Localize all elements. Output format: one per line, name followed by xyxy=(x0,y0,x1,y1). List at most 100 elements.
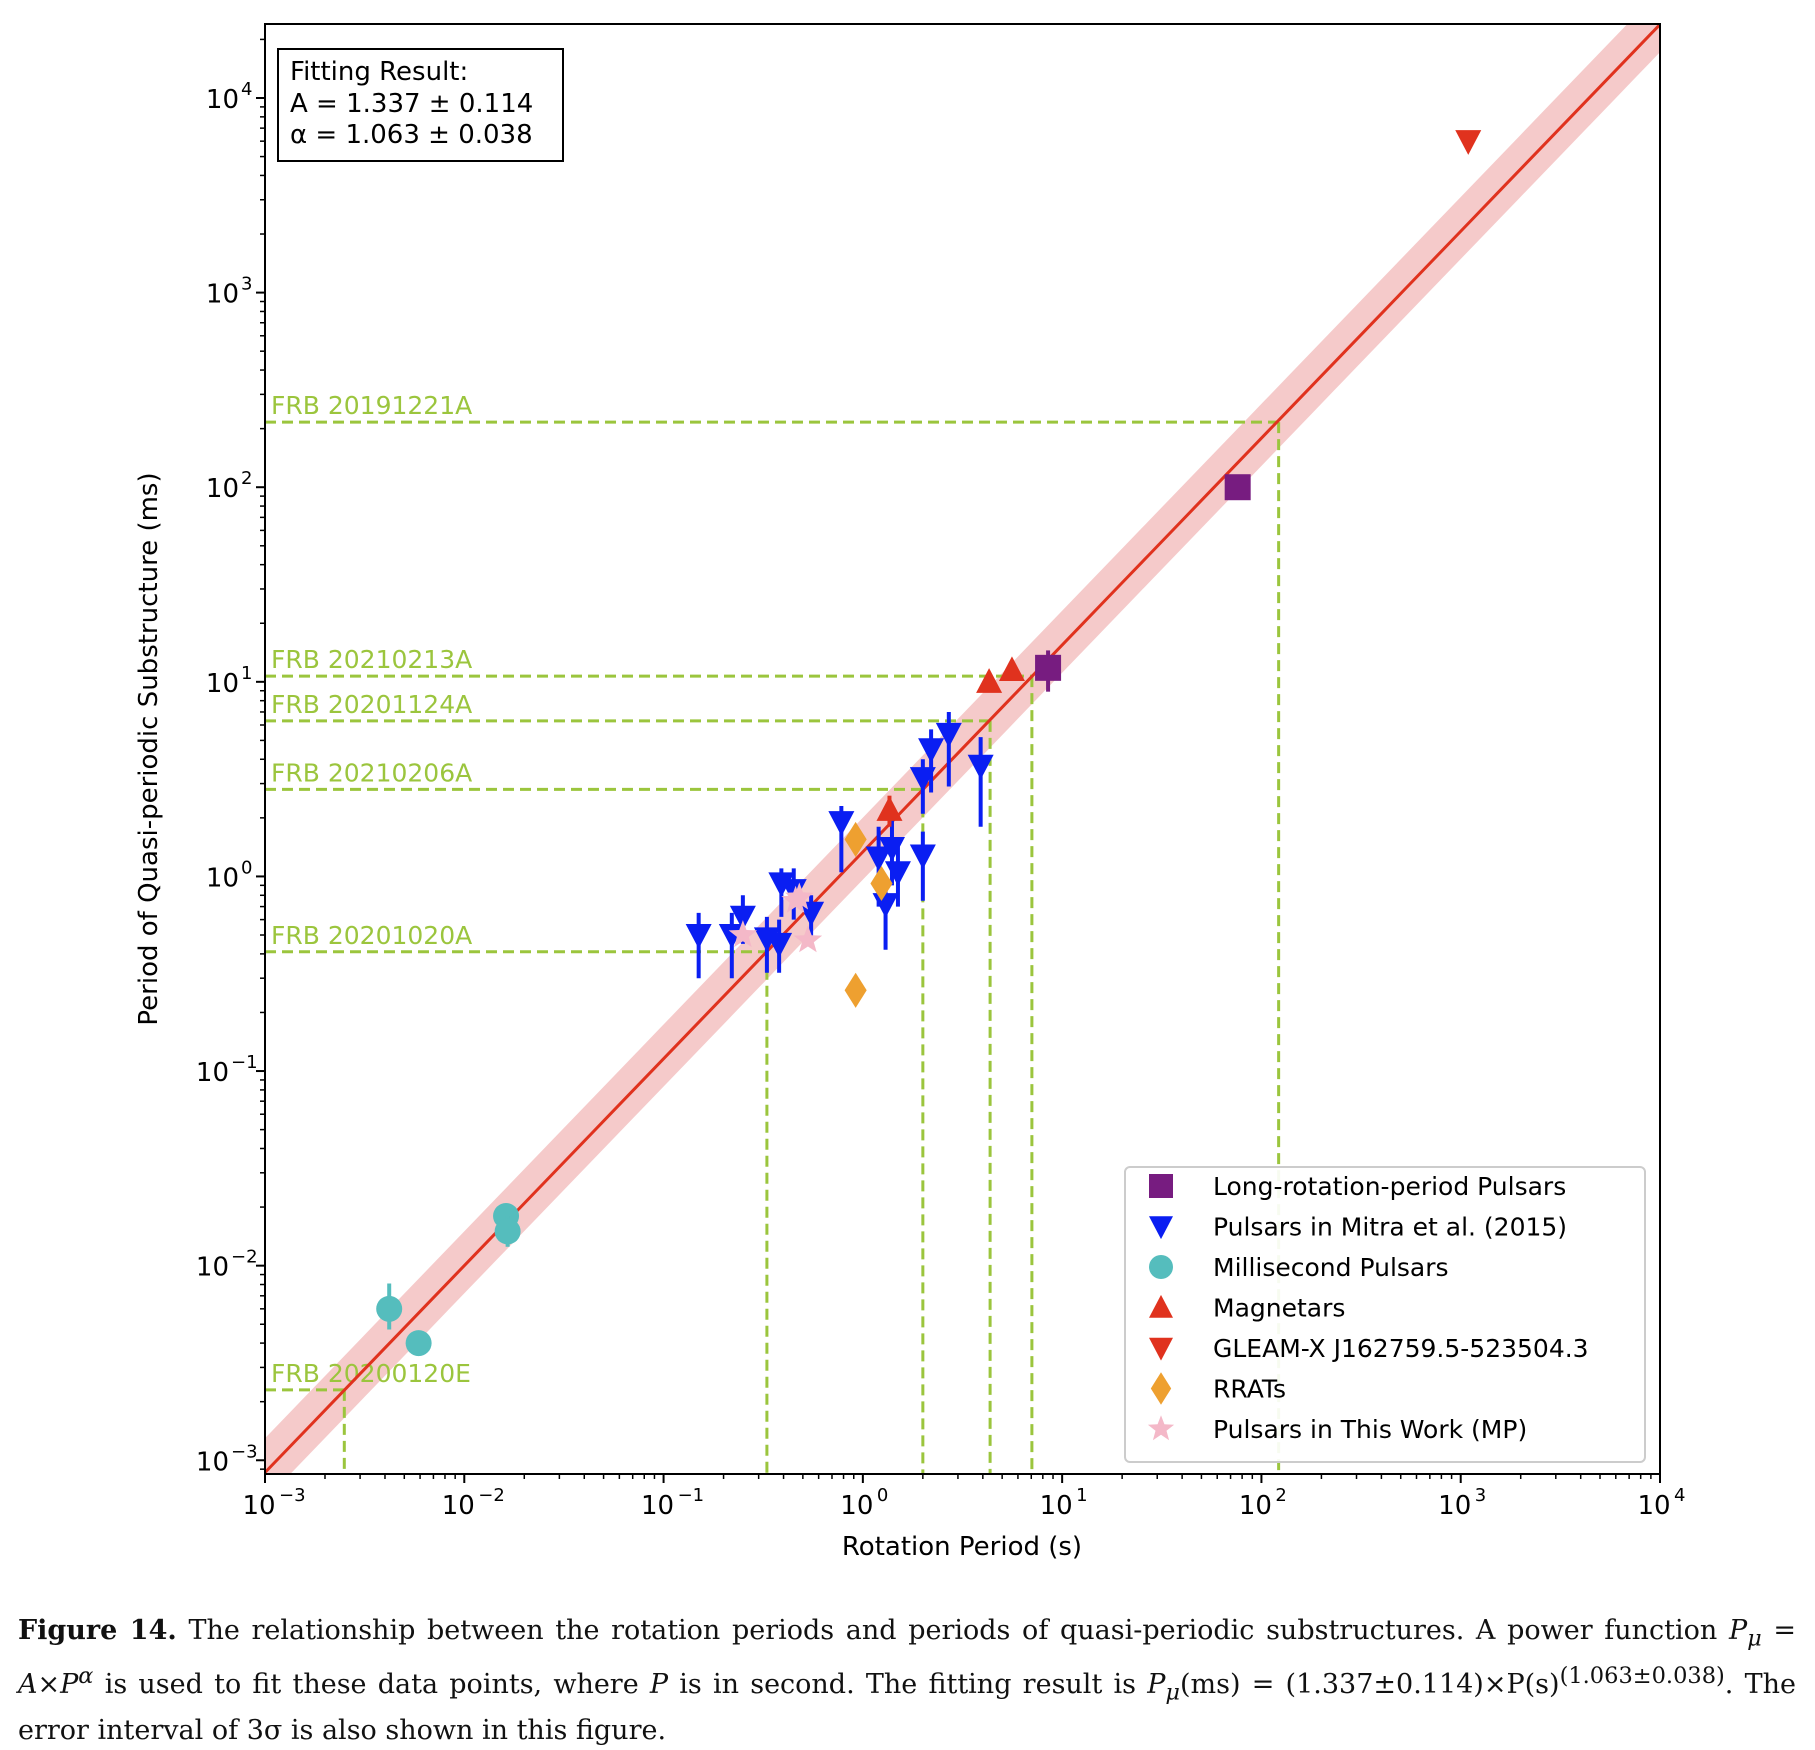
x-tick-exp: 0 xyxy=(877,1485,888,1506)
scatter-chart: FRB 20191221A FRB 20210213A FRB 20201124A F… xyxy=(134,23,1686,1562)
x-tick-label: 10 xyxy=(641,1491,674,1521)
x-tick-label: 10 xyxy=(242,1491,275,1521)
data-point xyxy=(909,844,936,870)
x-axis-label: Rotation Period (s) xyxy=(842,1532,1082,1562)
y-tick-exp: 0 xyxy=(241,857,252,878)
data-point xyxy=(1455,130,1482,155)
frb-label: FRB 20201020A xyxy=(271,921,472,950)
caption-math-p3: P xyxy=(1147,1669,1166,1701)
caption-math-mu: μ xyxy=(1747,1625,1762,1652)
caption-label: Figure 14. xyxy=(18,1615,177,1646)
data-point xyxy=(798,901,825,927)
caption-text-1: The relationship between the rotation pe… xyxy=(188,1615,1718,1646)
data-point xyxy=(876,796,903,821)
legend-marker xyxy=(1149,1337,1173,1361)
legend-marker xyxy=(1149,1216,1173,1240)
y-tick-exp: 2 xyxy=(241,468,252,489)
data-point xyxy=(865,846,892,872)
x-tick-label: 10 xyxy=(442,1491,475,1521)
data-point xyxy=(405,1330,432,1357)
data-point xyxy=(728,920,758,948)
x-tick-exp: −2 xyxy=(478,1485,505,1506)
data-point xyxy=(785,882,814,910)
legend: Long-rotation-period Pulsars Pulsars in M… xyxy=(1124,1166,1646,1463)
y-axis-label: Period of Quasi-periodic Substructure (m… xyxy=(134,472,164,1025)
data-point xyxy=(884,861,911,886)
data-point xyxy=(844,972,867,1008)
y-tick-exp: −3 xyxy=(231,1441,258,1462)
x-tick-exp: 1 xyxy=(1076,1485,1087,1506)
x-tick-label: 10 xyxy=(1438,1491,1471,1521)
legend-label: Millisecond Pulsars xyxy=(1213,1253,1449,1282)
caption-text-2b: is used to fit these data points, where xyxy=(93,1669,650,1701)
frb-label: FRB 20201124A xyxy=(271,690,472,719)
caption-math-alpha: α xyxy=(78,1663,94,1690)
plot-frame xyxy=(264,23,1661,1475)
caption-text-2d: is in second. The fitting result is xyxy=(668,1669,1148,1701)
y-tick-exp: −1 xyxy=(231,1052,258,1073)
x-tick-exp: −1 xyxy=(678,1485,705,1506)
y-tick-label: 10 xyxy=(196,1447,229,1477)
figure-caption: Figure 14. The relationship between the … xyxy=(18,1612,1796,1750)
series-millisecond-pulsars xyxy=(376,1202,521,1357)
legend-label: Long-rotation-period Pulsars xyxy=(1213,1172,1566,1201)
data-point xyxy=(844,821,867,857)
data-point xyxy=(828,811,855,836)
x-tick-label: 10 xyxy=(1040,1491,1073,1521)
series-long-rotation-period-pulsars xyxy=(1035,474,1251,692)
data-point xyxy=(918,738,945,763)
legend-marker xyxy=(1149,1174,1173,1198)
legend-label: RRATs xyxy=(1213,1375,1286,1404)
legend-marker xyxy=(1147,1415,1175,1441)
frb-guide: FRB 20201020A xyxy=(265,921,769,1474)
data-point xyxy=(872,893,899,918)
x-tick-label: 10 xyxy=(1637,1491,1670,1521)
series-gleam-x-j162759-5-523504-3 xyxy=(1455,130,1482,155)
y-tick-label: 10 xyxy=(206,669,239,699)
legend-label: Pulsars in Mitra et al. (2015) xyxy=(1213,1213,1567,1242)
frb-label: FRB 20210213A xyxy=(271,645,472,674)
x-tick-exp: −3 xyxy=(279,1485,306,1506)
caption-math-mu2: μ xyxy=(1165,1679,1180,1706)
data-point xyxy=(1224,474,1251,501)
legend-label: GLEAM-X J162759.5-523504.3 xyxy=(1213,1334,1589,1363)
y-tick-label: 10 xyxy=(196,1253,229,1283)
x-tick-label: 10 xyxy=(840,1491,873,1521)
fit-result-box: Fitting Result: A = 1.337 ± 0.114 α = 1.… xyxy=(277,48,564,162)
series-rrats xyxy=(844,821,893,1008)
data-point xyxy=(793,925,823,953)
data-point xyxy=(967,754,994,780)
y-tick-exp: −2 xyxy=(231,1247,258,1268)
data-point xyxy=(729,905,756,931)
data-point xyxy=(870,865,893,902)
data-point xyxy=(766,932,793,958)
frb-guide: FRB 20210213A xyxy=(265,645,1034,1474)
y-tick-label: 10 xyxy=(206,85,239,115)
frb-label: FRB 20210206A xyxy=(271,758,472,787)
x-tick-exp: 4 xyxy=(1674,1485,1685,1506)
x-tick-label: 10 xyxy=(1239,1491,1272,1521)
frb-label: FRB 20191221A xyxy=(271,391,472,420)
data-point xyxy=(376,1295,403,1322)
legend-marker xyxy=(1150,1372,1172,1405)
data-point xyxy=(1035,654,1062,681)
caption-text-2g: . xyxy=(1724,1669,1734,1701)
data-point xyxy=(768,872,795,898)
y-tick-label: 10 xyxy=(206,863,239,893)
legend-marker xyxy=(1149,1255,1173,1279)
caption-text-2f: (ms) = (1.337±0.114)×P(s) xyxy=(1180,1669,1560,1701)
data-point xyxy=(998,656,1025,682)
legend-label: Pulsars in This Work (MP) xyxy=(1213,1415,1527,1444)
series-magnetars xyxy=(876,656,1025,827)
caption-math-formula: = A×P xyxy=(18,1615,1796,1701)
fit-box-alpha: α = 1.063 ± 0.038 xyxy=(290,120,533,150)
caption-math-p2: P xyxy=(649,1669,669,1701)
y-tick-label: 10 xyxy=(196,1058,229,1088)
frb-guide: FRB 20201124A xyxy=(265,690,992,1474)
caption-text-2f-sup: (1.063±0.038) xyxy=(1559,1663,1725,1690)
y-tick-label: 10 xyxy=(206,280,239,310)
legend-marker xyxy=(1149,1294,1173,1318)
y-tick-exp: 1 xyxy=(241,663,252,684)
y-tick-exp: 4 xyxy=(241,79,252,100)
y-tick-label: 10 xyxy=(206,474,239,504)
